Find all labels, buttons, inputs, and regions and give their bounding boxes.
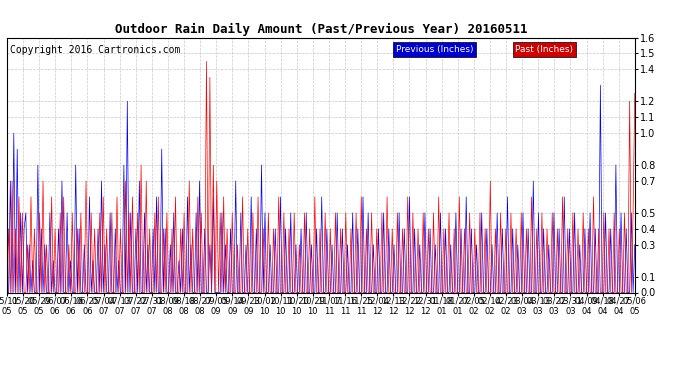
Title: Outdoor Rain Daily Amount (Past/Previous Year) 20160511: Outdoor Rain Daily Amount (Past/Previous… [115, 23, 527, 36]
Text: Past (Inches): Past (Inches) [515, 45, 573, 54]
Text: Previous (Inches): Previous (Inches) [396, 45, 474, 54]
Text: Copyright 2016 Cartronics.com: Copyright 2016 Cartronics.com [10, 45, 180, 55]
